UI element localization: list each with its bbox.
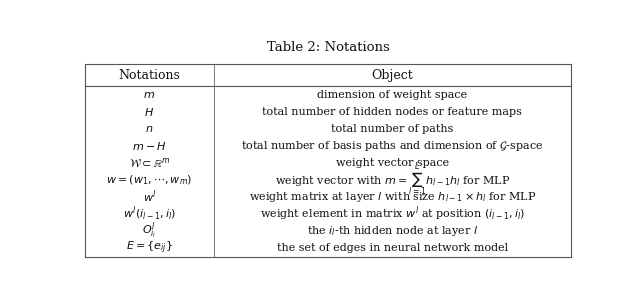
Text: weight matrix at layer $l$ with size $h_{l-1} \times h_l$ for MLP: weight matrix at layer $l$ with size $h_…: [249, 190, 536, 204]
Text: weight element in matrix $w^l$ at position $(i_{l-1}, i_l)$: weight element in matrix $w^l$ at positi…: [260, 205, 525, 223]
Text: $O^l_{i_l}$: $O^l_{i_l}$: [142, 220, 157, 241]
Text: Table 2: Notations: Table 2: Notations: [267, 41, 389, 54]
Text: weight vector with $m = \sum_{l=1}^{L} h_{l-1} h_l$ for MLP: weight vector with $m = \sum_{l=1}^{L} h…: [275, 161, 510, 199]
Text: total number of paths: total number of paths: [332, 124, 454, 134]
Text: $H$: $H$: [145, 106, 154, 118]
Text: $w = (w_1, \cdots, w_m)$: $w = (w_1, \cdots, w_m)$: [106, 173, 193, 187]
Text: $n$: $n$: [145, 124, 154, 134]
Text: total number of basis paths and dimension of $\mathcal{G}$-space: total number of basis paths and dimensio…: [241, 139, 543, 153]
Text: weight vector space: weight vector space: [336, 158, 449, 168]
Text: $w^l$: $w^l$: [143, 189, 156, 205]
Text: $m - H$: $m - H$: [132, 140, 166, 152]
Text: $m$: $m$: [143, 90, 156, 100]
Text: total number of hidden nodes or feature maps: total number of hidden nodes or feature …: [262, 107, 522, 117]
Text: $E = \{e_{ij}\}$: $E = \{e_{ij}\}$: [126, 240, 173, 256]
Text: Object: Object: [372, 69, 413, 82]
Text: the $i_l$-th hidden node at layer $l$: the $i_l$-th hidden node at layer $l$: [307, 224, 478, 238]
Text: Notations: Notations: [118, 69, 180, 82]
Text: $w^l(i_{l-1}, i_l)$: $w^l(i_{l-1}, i_l)$: [123, 205, 176, 223]
Text: dimension of weight space: dimension of weight space: [317, 90, 467, 100]
Text: the set of edges in neural network model: the set of edges in neural network model: [277, 243, 508, 253]
Text: $\mathcal{W} \subset \mathbb{R}^m$: $\mathcal{W} \subset \mathbb{R}^m$: [129, 156, 170, 170]
